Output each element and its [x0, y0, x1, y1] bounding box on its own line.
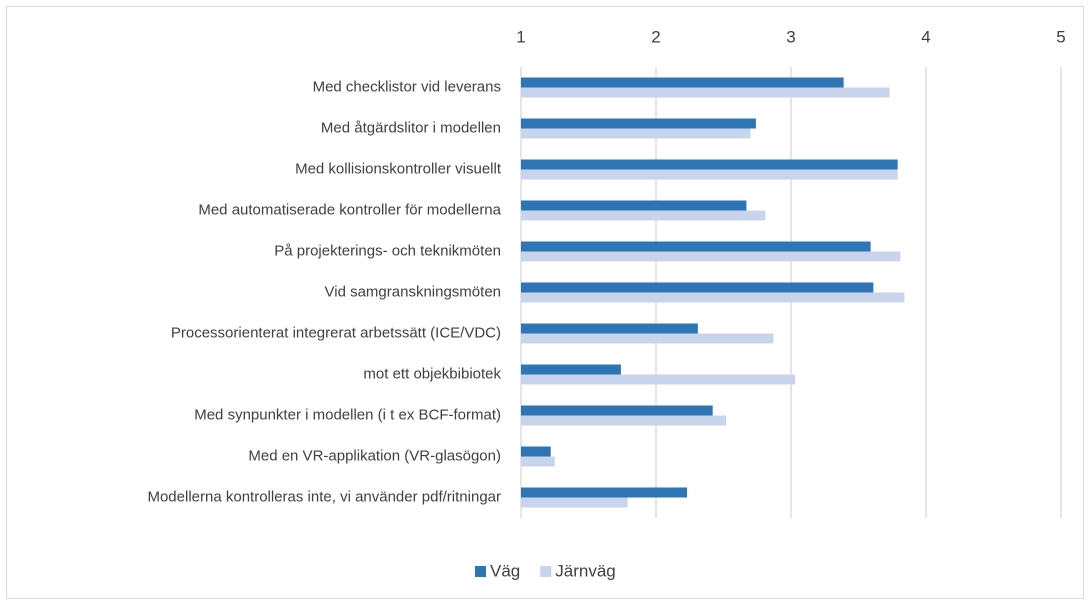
bar — [521, 292, 905, 303]
bar — [521, 118, 756, 129]
bar — [521, 456, 555, 467]
bar — [521, 159, 898, 170]
bar — [521, 487, 688, 498]
legend-swatch — [475, 566, 486, 577]
x-tick-label: 2 — [651, 27, 660, 46]
x-tick-label: 5 — [1056, 27, 1065, 46]
bar — [521, 200, 747, 211]
category-label: Med åtgärdslitor i modellen — [321, 119, 501, 136]
bar — [521, 282, 874, 293]
bar — [521, 405, 713, 416]
category-label: Med kollisionskontroller visuellt — [295, 160, 502, 177]
bar — [521, 87, 890, 98]
bar — [521, 364, 621, 375]
category-label: Vid samgranskningsmöten — [325, 283, 501, 300]
bar — [521, 446, 551, 457]
category-label: På projekterings- och teknikmöten — [274, 242, 501, 259]
legend-label: Väg — [490, 561, 520, 580]
bar — [521, 210, 766, 221]
x-tick-label: 1 — [516, 27, 525, 46]
bar — [521, 169, 898, 180]
bar — [521, 333, 774, 344]
category-label: mot ett objekbibiotek — [363, 365, 501, 382]
bar — [521, 77, 844, 88]
legend-label: Järnväg — [555, 561, 615, 580]
bar — [521, 323, 698, 334]
bar — [521, 497, 628, 508]
bar — [521, 251, 901, 262]
bar — [521, 128, 751, 139]
bar — [521, 415, 727, 426]
bar — [521, 241, 871, 252]
legend-swatch — [540, 566, 552, 577]
x-tick-label: 4 — [921, 27, 930, 46]
category-label: Processorienterat integrerat arbetssätt … — [171, 324, 501, 341]
x-tick-label: 3 — [786, 27, 795, 46]
category-label: Med automatiserade kontroller för modell… — [198, 201, 501, 218]
bar — [521, 374, 796, 385]
category-label: Modellerna kontrolleras inte, vi använde… — [147, 488, 501, 505]
category-label: Med checklistor vid leverans — [313, 78, 501, 95]
category-label: Med en VR-applikation (VR-glasögon) — [248, 447, 501, 464]
category-label: Med synpunkter i modellen (i t ex BCF-fo… — [194, 406, 501, 423]
